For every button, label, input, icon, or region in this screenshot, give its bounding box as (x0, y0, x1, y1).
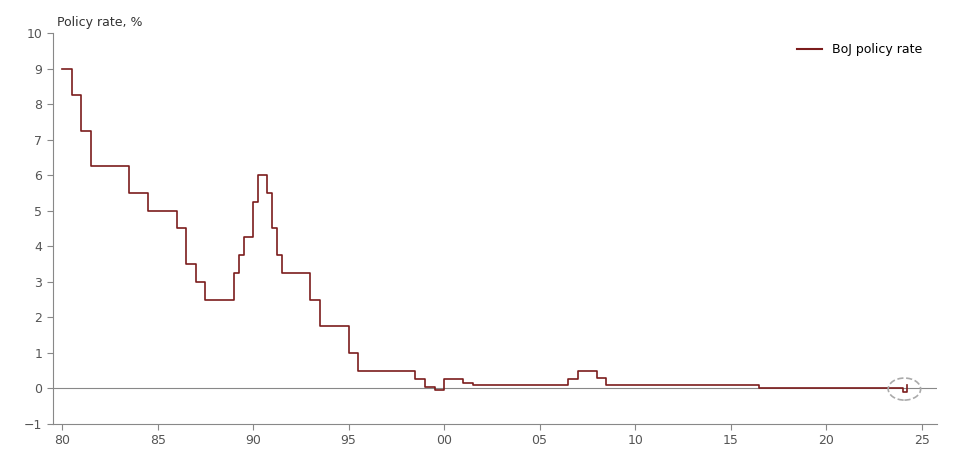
Legend: BoJ policy rate: BoJ policy rate (796, 43, 922, 56)
Text: Policy rate, %: Policy rate, % (57, 16, 142, 29)
